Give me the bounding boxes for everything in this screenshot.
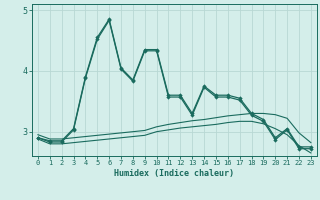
X-axis label: Humidex (Indice chaleur): Humidex (Indice chaleur) (115, 169, 234, 178)
